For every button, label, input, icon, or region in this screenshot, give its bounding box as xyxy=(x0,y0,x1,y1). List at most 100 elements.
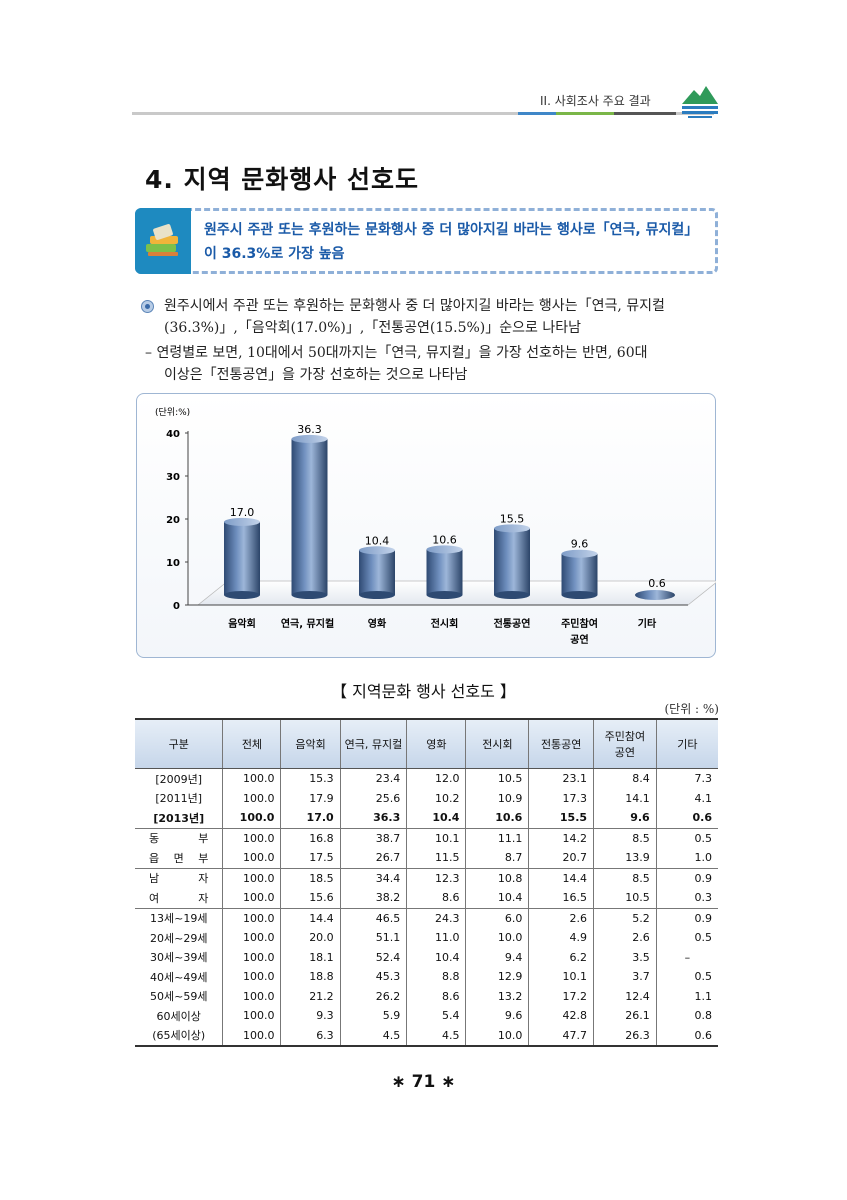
table-cell: 10.0 xyxy=(465,928,529,948)
table-cell: 100.0 xyxy=(222,907,281,928)
table-cell: 15.6 xyxy=(280,888,341,908)
table-cell: 100.0 xyxy=(222,808,281,828)
table-cell: 14.4 xyxy=(528,867,594,888)
row-label: [2013년] xyxy=(153,811,205,825)
table-cell: 0.5 xyxy=(655,967,718,987)
table-cell: 8.6 xyxy=(406,986,466,1006)
bar-body xyxy=(359,550,395,595)
column-header: 음악회 xyxy=(280,718,341,769)
column-header: 전시회 xyxy=(465,718,529,769)
table-cell: 7.3 xyxy=(655,768,718,789)
table-cell: 0.6 xyxy=(655,1025,718,1047)
table-cell: 2.6 xyxy=(528,907,594,928)
table-cell: 9.4 xyxy=(465,947,529,967)
table-cell: 17.2 xyxy=(528,986,594,1006)
table-cell: 26.1 xyxy=(593,1006,657,1026)
y-tick-label: 20 xyxy=(166,515,180,526)
sub-bullet-text-line: 이상은「전통공연」을 가장 선호하는 것으로 나타남 xyxy=(164,367,468,383)
table-cell: 23.4 xyxy=(339,768,407,789)
table-cell: 0.8 xyxy=(655,1006,718,1026)
table-cell: 100.0 xyxy=(222,1006,281,1026)
table-cell: 17.0 xyxy=(280,808,341,828)
header-rule-green xyxy=(556,112,614,115)
page-number: ∗ 71 ∗ xyxy=(391,1072,456,1092)
table-cell: 8.5 xyxy=(593,827,657,848)
bar-base xyxy=(291,591,328,599)
row-label: [2011년] xyxy=(155,792,203,806)
row-label: 40세~49세 xyxy=(149,970,208,984)
y-tick-label: 0 xyxy=(173,601,180,612)
table-cell: 0.9 xyxy=(655,867,718,888)
table-cell: 2.6 xyxy=(593,928,657,948)
header-rule-dark xyxy=(614,112,676,115)
table-cell: 34.4 xyxy=(339,867,407,888)
table-cell: 36.3 xyxy=(339,808,407,828)
data-label: 17.0 xyxy=(230,506,255,519)
table-cell: 14.1 xyxy=(593,788,657,808)
row-label: 60세이상 xyxy=(156,1009,201,1023)
table-cell: 11.1 xyxy=(465,827,529,848)
bar xyxy=(359,546,395,599)
table-cell: 12.9 xyxy=(465,967,529,987)
table-cell: 100.0 xyxy=(222,928,281,948)
table-cell: 100.0 xyxy=(222,986,281,1006)
table-header-row: 구분 전체 음악회 연극, 뮤지컬 영화 전시회 전통공연 주민참여 공연 기타 xyxy=(135,718,718,769)
column-header: 기타 xyxy=(655,718,718,769)
table-cell: 1.0 xyxy=(655,848,718,868)
table-row: [2009년] 100.0 15.3 23.4 12.0 10.5 23.1 8.4 7.3 xyxy=(135,768,718,789)
table-row: 60세이상 100.0 9.3 5.9 5.4 9.6 42.8 26.1 0.8 xyxy=(135,1006,718,1026)
table-cell: 12.4 xyxy=(593,986,657,1006)
bar-flat xyxy=(635,590,675,600)
table-cell: 25.6 xyxy=(339,788,407,808)
table-cell: 17.9 xyxy=(280,788,341,808)
row-label: 30세~39세 xyxy=(149,951,208,965)
table-cell: 100.0 xyxy=(222,788,281,808)
table-cell: 18.1 xyxy=(280,947,341,967)
table-cell: 100.0 xyxy=(222,1025,281,1047)
column-header: 영화 xyxy=(406,718,466,769)
table-cell: 46.5 xyxy=(339,907,407,928)
table-row: 읍 면 부 100.0 17.5 26.7 11.5 8.7 20.7 13.9 1.0 xyxy=(135,848,718,868)
table-cell: 3.5 xyxy=(593,947,657,967)
table-unit: (단위 : %) xyxy=(664,702,719,716)
table-cell: 13.2 xyxy=(465,986,529,1006)
header-rule-blue xyxy=(518,112,556,115)
table-cell: 15.5 xyxy=(528,808,594,828)
table-cell: 100.0 xyxy=(222,848,281,868)
bar xyxy=(426,545,463,599)
table-cell: 10.0 xyxy=(465,1025,529,1047)
table-cell: 0.5 xyxy=(655,928,718,948)
books-icon xyxy=(146,224,178,256)
table-cell: 0.5 xyxy=(655,827,718,848)
bar-base xyxy=(359,591,395,599)
table-title: 【 지역문화 행사 선호도 】 xyxy=(331,682,516,701)
table-cell: 18.8 xyxy=(280,967,341,987)
bar-body xyxy=(426,549,463,595)
bar xyxy=(494,524,530,599)
x-tick-label: 주민참여 공연 xyxy=(561,617,598,646)
table-cell: 20.0 xyxy=(280,928,341,948)
bar-base xyxy=(224,591,260,599)
table-cell: 4.9 xyxy=(528,928,594,948)
x-tick-label: 음악회 xyxy=(228,617,256,630)
table-cell: 0.6 xyxy=(655,808,718,828)
table-cell: 9.3 xyxy=(280,1006,341,1026)
row-label: 여 자 xyxy=(149,891,209,905)
row-label: [2009년] xyxy=(155,772,203,786)
x-tick-label: 전통공연 xyxy=(494,617,531,630)
table-cell: 15.3 xyxy=(280,768,341,789)
table-cell: 6.2 xyxy=(528,947,594,967)
table-cell: 13.9 xyxy=(593,848,657,868)
x-tick-label: 기타 xyxy=(638,617,657,630)
bar-body xyxy=(291,438,328,595)
table-cell: 8.6 xyxy=(406,888,466,908)
column-header: 전체 xyxy=(222,718,281,769)
table-cell: 51.1 xyxy=(339,928,407,948)
table-cell: 0.3 xyxy=(655,888,718,908)
data-label: 15.5 xyxy=(500,512,525,525)
table-cell: 38.2 xyxy=(339,888,407,908)
bar xyxy=(224,517,260,599)
bar-base xyxy=(426,591,463,599)
y-tick-label: 10 xyxy=(166,558,180,569)
table-cell: 100.0 xyxy=(222,967,281,987)
